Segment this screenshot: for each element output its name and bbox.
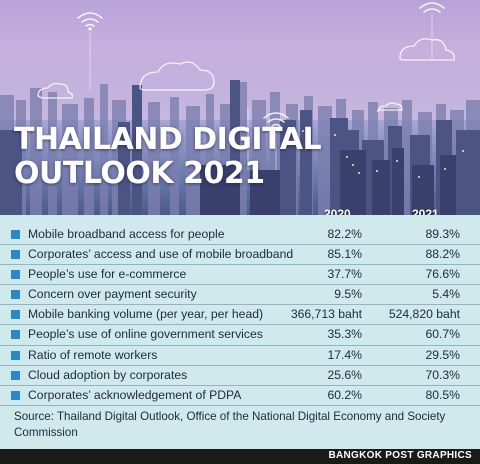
value-2020: 37.7% bbox=[327, 267, 362, 282]
bullet-square-icon bbox=[11, 390, 20, 400]
bullet-square-icon bbox=[11, 250, 20, 260]
row-label: Corporates’ acknowledgement of PDPA bbox=[28, 387, 242, 402]
table-row: Mobile banking volume (per year, per hea… bbox=[0, 305, 480, 326]
value-2020: 9.5% bbox=[334, 287, 362, 302]
value-2020: 35.3% bbox=[327, 327, 362, 342]
value-2021: 60.7% bbox=[425, 327, 460, 342]
value-2020: 366,713 baht bbox=[290, 307, 362, 322]
data-table: Mobile broadband access for people 82.2%… bbox=[0, 225, 480, 406]
value-2020: 17.4% bbox=[327, 347, 362, 362]
source-note: Source: Thailand Digital Outlook, Office… bbox=[14, 410, 446, 439]
value-2021: 5.4% bbox=[432, 287, 460, 302]
bullet-square-icon bbox=[11, 350, 20, 360]
row-label: Mobile broadband access for people bbox=[28, 227, 225, 241]
table-row: Concern over payment security 9.5% 5.4% bbox=[0, 285, 480, 306]
table-row: Corporates’ access and use of mobile bro… bbox=[0, 245, 480, 266]
row-label: Cloud adoption by corporates bbox=[28, 367, 188, 382]
value-2020: 25.6% bbox=[327, 367, 362, 382]
wifi-icon bbox=[77, 2, 445, 127]
table-row: People’s use for e-commerce 37.7% 76.6% bbox=[0, 265, 480, 286]
table-row: Mobile broadband access for people 82.2%… bbox=[0, 225, 480, 246]
bullet-square-icon bbox=[11, 370, 20, 380]
value-2020: 85.1% bbox=[327, 247, 362, 262]
table-row: Cloud adoption by corporates 25.6% 70.3% bbox=[0, 366, 480, 386]
table-row: Ratio of remote workers 17.4% 29.5% bbox=[0, 346, 480, 366]
bullet-square-icon bbox=[11, 330, 20, 340]
bullet-square-icon bbox=[11, 290, 20, 300]
value-2020: 60.2% bbox=[327, 387, 362, 402]
city-skyline-illustration bbox=[0, 2, 480, 215]
footer-bar: BANGKOK POST GRAPHICS bbox=[0, 449, 480, 464]
column-header-2020: 2020 bbox=[324, 207, 351, 215]
value-2020: 82.2% bbox=[327, 227, 362, 241]
row-label: Mobile banking volume (per year, per hea… bbox=[28, 307, 264, 322]
row-label: People’s use of online government servic… bbox=[28, 327, 263, 342]
value-2021: 80.5% bbox=[425, 387, 460, 402]
column-header-2021: 2021 bbox=[412, 207, 439, 215]
value-2021: 70.3% bbox=[425, 367, 460, 382]
table-row: People’s use of online government servic… bbox=[0, 325, 480, 346]
page-title: THAILAND DIGITAL OUTLOOK 2021 bbox=[14, 122, 322, 191]
value-2021: 89.3% bbox=[425, 227, 460, 241]
bullet-square-icon bbox=[11, 230, 20, 239]
value-2021: 524,820 baht bbox=[388, 307, 460, 322]
value-2021: 76.6% bbox=[425, 267, 460, 282]
credit-label: BANGKOK POST GRAPHICS bbox=[328, 450, 472, 461]
bullet-square-icon bbox=[11, 270, 20, 280]
title-line-1: THAILAND DIGITAL bbox=[14, 122, 322, 157]
row-label: People’s use for e-commerce bbox=[28, 267, 187, 282]
hero-image: THAILAND DIGITAL OUTLOOK 2021 2020 2021 bbox=[0, 0, 480, 215]
value-2021: 88.2% bbox=[425, 247, 460, 262]
table-row: Corporates’ acknowledgement of PDPA 60.2… bbox=[0, 386, 480, 406]
row-label: Ratio of remote workers bbox=[28, 347, 158, 362]
row-label: Concern over payment security bbox=[28, 287, 197, 302]
title-line-2: OUTLOOK 2021 bbox=[14, 156, 265, 191]
bullet-square-icon bbox=[11, 310, 20, 320]
row-label: Corporates’ access and use of mobile bro… bbox=[28, 247, 294, 262]
value-2021: 29.5% bbox=[425, 347, 460, 362]
